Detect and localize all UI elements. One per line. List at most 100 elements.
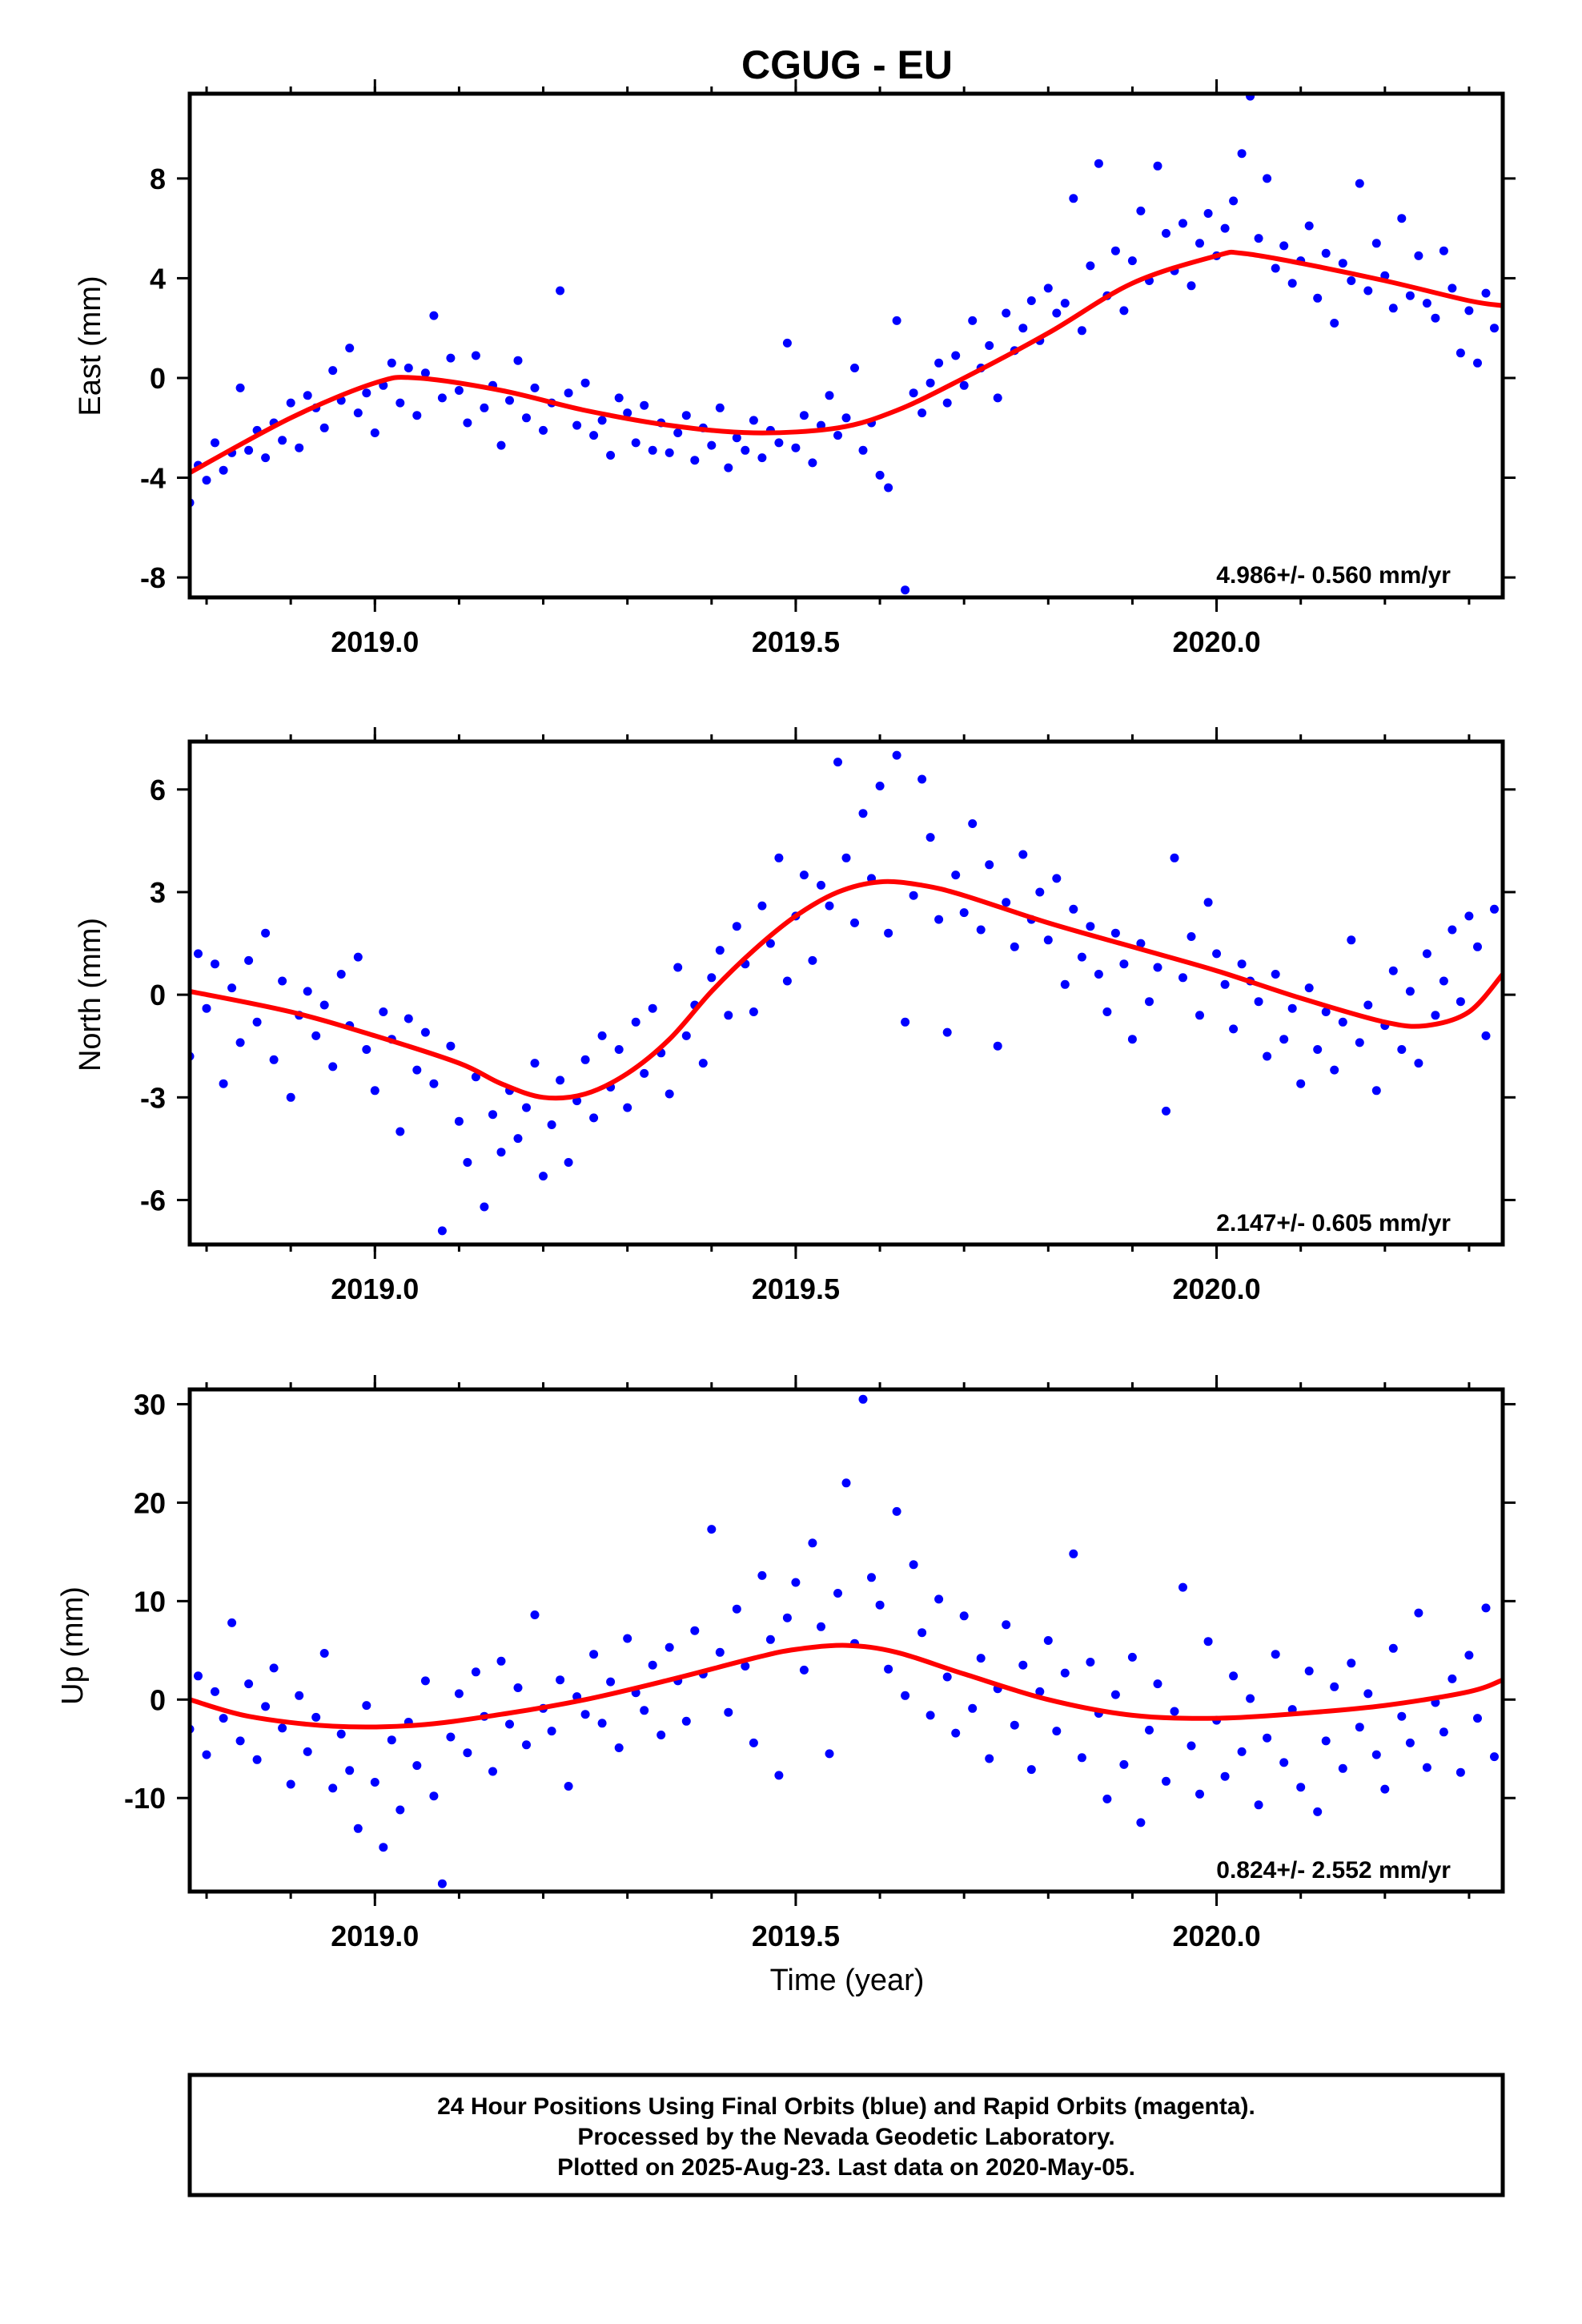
data-point: [884, 1664, 893, 1674]
data-point: [1127, 256, 1137, 266]
data-point: [1422, 299, 1431, 308]
data-point: [1263, 1733, 1272, 1743]
data-point: [732, 1604, 741, 1614]
data-point: [934, 915, 944, 924]
figure-title: CGUG - EU: [741, 42, 953, 87]
data-point: [1422, 1763, 1431, 1772]
data-point: [765, 1634, 775, 1644]
x-tick-label: 2019.5: [752, 1920, 840, 1952]
data-point: [1060, 299, 1070, 308]
data-point: [1110, 246, 1120, 255]
data-point: [345, 344, 355, 353]
data-point: [690, 1626, 700, 1635]
data-point: [319, 1000, 329, 1010]
data-point: [841, 853, 851, 862]
data-point: [1271, 263, 1280, 273]
data-point: [1220, 1771, 1230, 1781]
data-point: [1464, 306, 1474, 316]
data-point: [202, 1750, 211, 1759]
data-point: [1439, 976, 1448, 986]
data-point: [909, 1560, 918, 1570]
data-point: [1178, 219, 1187, 228]
data-point: [1203, 1637, 1213, 1647]
data-point: [1456, 997, 1465, 1007]
data-point: [1153, 963, 1162, 972]
data-point: [1186, 1741, 1196, 1751]
data-point: [765, 939, 775, 948]
data-point: [1237, 959, 1247, 969]
data-point: [1145, 1725, 1154, 1735]
data-point: [808, 1538, 817, 1548]
data-point: [471, 351, 480, 360]
data-point: [1447, 925, 1457, 935]
data-point: [1347, 935, 1356, 945]
data-point: [496, 1656, 506, 1666]
data-point: [673, 428, 683, 437]
data-point: [1110, 928, 1120, 938]
data-point: [1145, 997, 1154, 1007]
data-point: [1127, 1652, 1137, 1662]
data-point: [1254, 234, 1263, 243]
data-point: [959, 1611, 969, 1621]
data-point: [420, 1027, 430, 1037]
data-point: [261, 453, 271, 463]
data-point: [892, 316, 901, 325]
data-point: [1397, 1711, 1407, 1721]
data-point: [1102, 1794, 1112, 1803]
data-point: [1263, 174, 1272, 183]
x-tick-label: 2020.0: [1173, 625, 1261, 658]
data-point: [1464, 1651, 1474, 1660]
data-point: [396, 1127, 405, 1136]
data-point: [1002, 898, 1011, 907]
data-point: [951, 1728, 961, 1738]
data-point: [850, 364, 859, 372]
data-point: [463, 418, 472, 428]
data-point: [951, 351, 961, 360]
data-point: [278, 436, 287, 445]
data-point: [681, 411, 691, 420]
data-point: [1237, 1747, 1247, 1756]
data-point: [1136, 1818, 1146, 1827]
data-point: [1405, 291, 1415, 300]
data-point: [194, 1671, 203, 1681]
data-point: [244, 445, 254, 455]
data-point: [328, 1783, 338, 1793]
data-point: [1313, 1807, 1323, 1816]
data-point: [757, 1570, 767, 1580]
data-point: [665, 1642, 674, 1652]
data-point: [589, 1650, 599, 1659]
data-point: [993, 393, 1002, 403]
data-point: [336, 1729, 346, 1739]
data-point: [631, 438, 640, 448]
caption-line-2: Processed by the Nevada Geodetic Laborat…: [577, 2124, 1114, 2150]
data-point: [1414, 1608, 1423, 1618]
data-point: [387, 358, 396, 368]
data-point: [564, 1782, 573, 1791]
data-point: [901, 1017, 910, 1027]
data-point: [437, 1226, 447, 1236]
data-point: [522, 413, 531, 423]
data-point: [1313, 1045, 1323, 1054]
data-point: [353, 952, 363, 962]
data-point: [202, 476, 211, 485]
data-point: [1371, 1086, 1381, 1096]
data-point: [1002, 1620, 1011, 1630]
data-point: [1203, 898, 1213, 907]
data-point: [370, 1086, 379, 1096]
data-point: [614, 1743, 624, 1752]
data-point: [580, 1055, 590, 1064]
data-point: [345, 1766, 355, 1775]
data-point: [606, 1677, 616, 1687]
x-tick-label: 2019.5: [752, 1273, 840, 1305]
data-point: [926, 833, 935, 842]
data-point: [1195, 239, 1204, 248]
data-point: [1043, 935, 1053, 945]
data-point: [1077, 326, 1086, 336]
data-point: [1162, 228, 1170, 238]
data-point: [909, 891, 918, 900]
data-point: [909, 388, 918, 398]
data-point: [286, 1092, 295, 1102]
data-point: [968, 819, 978, 828]
data-point: [1447, 1674, 1457, 1683]
data-point: [749, 1007, 758, 1016]
